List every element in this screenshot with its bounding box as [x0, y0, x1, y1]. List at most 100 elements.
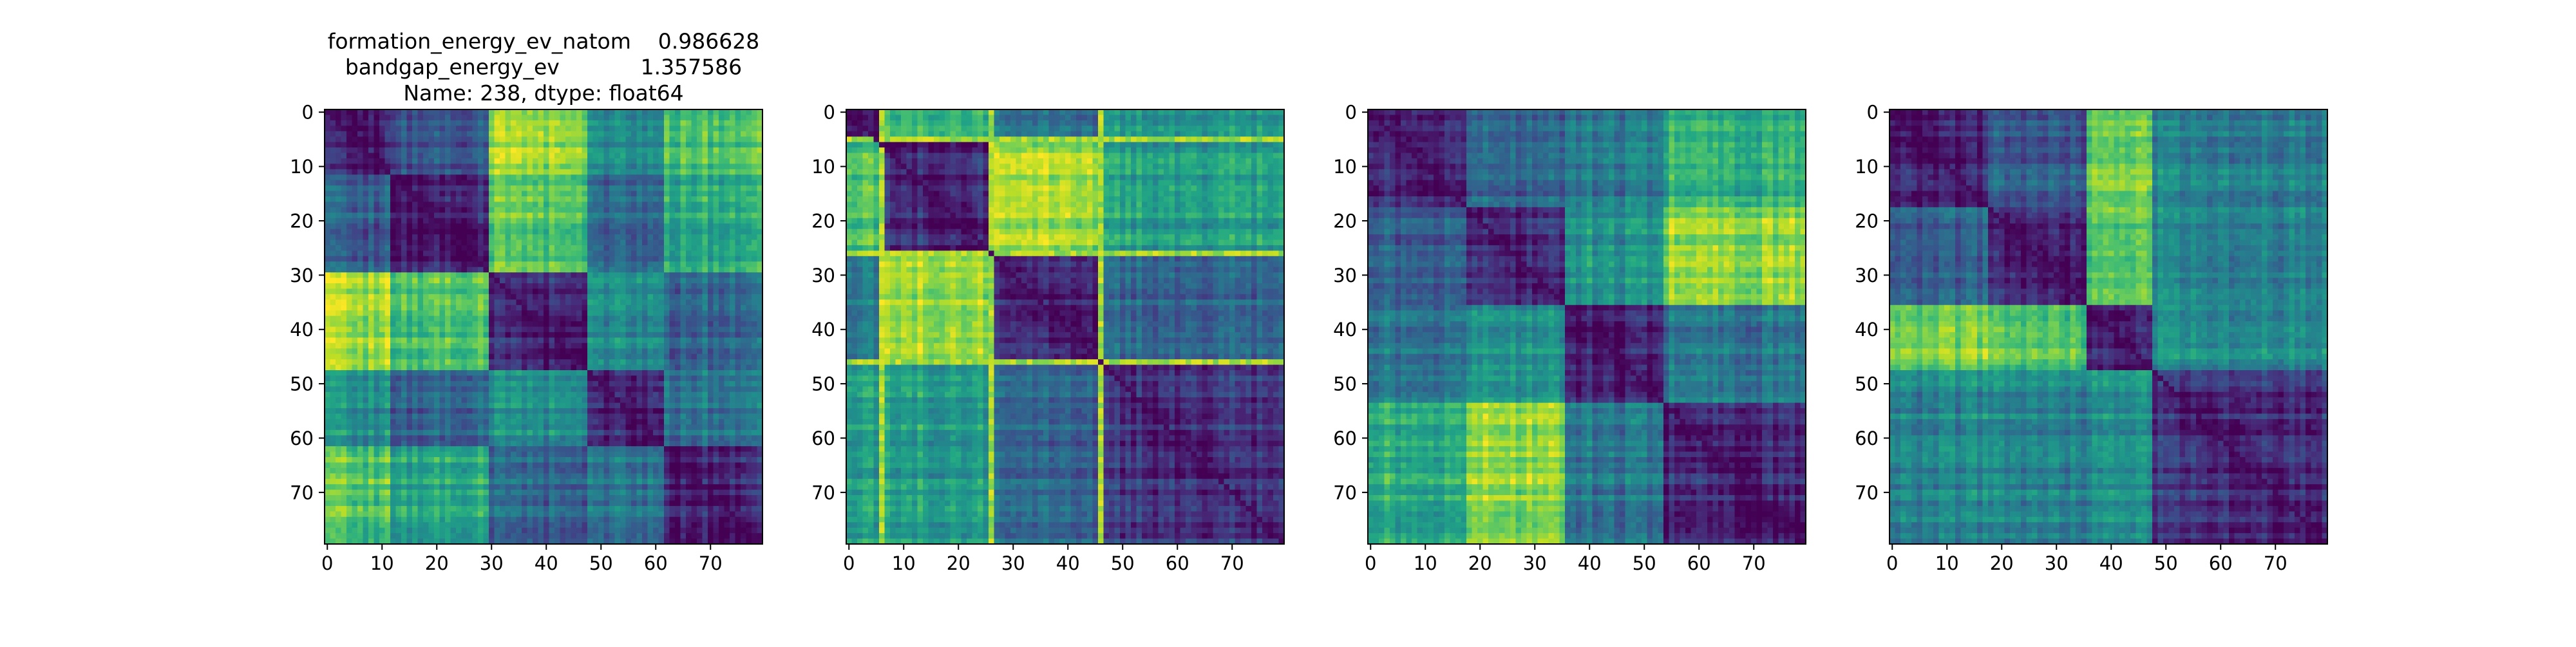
heatmap-cell	[598, 229, 605, 235]
heatmap-cell	[658, 147, 665, 154]
heatmap-cell	[636, 337, 643, 344]
heatmap-cell	[576, 250, 583, 257]
heatmap-cell	[439, 348, 446, 355]
heatmap-cell	[352, 174, 358, 181]
heatmap-cell	[494, 424, 500, 431]
heatmap-cell	[363, 136, 369, 143]
heatmap-cell	[412, 234, 419, 241]
heatmap-cell	[533, 386, 539, 393]
heatmap-cell	[461, 391, 468, 398]
heatmap-cell	[467, 180, 473, 186]
heatmap-cell	[713, 126, 719, 132]
heatmap-cell	[603, 267, 610, 273]
heatmap-cell	[538, 207, 544, 213]
heatmap-cell	[708, 397, 714, 404]
heatmap-cell	[592, 180, 599, 186]
heatmap-cell	[631, 180, 638, 186]
heatmap-cell	[565, 180, 572, 186]
heatmap-cell	[752, 435, 758, 442]
heatmap-cell	[336, 353, 342, 360]
heatmap-cell	[533, 294, 539, 300]
heatmap-cell	[598, 142, 605, 148]
heatmap-cell	[609, 120, 616, 126]
heatmap-cell	[363, 299, 369, 306]
heatmap-cell	[434, 277, 440, 284]
heatmap-cell	[374, 267, 380, 273]
heatmap-cell	[571, 435, 577, 442]
heatmap-cell	[511, 218, 517, 224]
heatmap-cell	[500, 250, 506, 257]
heatmap-cell	[456, 126, 462, 132]
heatmap-cell	[516, 136, 522, 143]
heatmap-cell	[346, 348, 353, 355]
heatmap-cell	[713, 370, 719, 377]
heatmap-cell	[680, 397, 687, 404]
heatmap-cell	[390, 191, 397, 197]
heatmap-cell	[346, 294, 353, 300]
heatmap-cell	[560, 326, 566, 333]
heatmap-cell	[439, 337, 446, 344]
heatmap-cell	[719, 424, 725, 431]
heatmap-cell	[330, 288, 336, 295]
heatmap-cell	[467, 126, 473, 132]
heatmap-cell	[505, 402, 511, 409]
heatmap-cell	[702, 115, 708, 121]
heatmap-cell	[544, 408, 550, 415]
heatmap-cell	[719, 429, 725, 436]
heatmap-cell	[428, 326, 435, 333]
heatmap-cell	[390, 364, 397, 371]
heatmap-cell	[516, 305, 522, 311]
heatmap-cell	[735, 164, 741, 170]
heatmap-cell	[428, 212, 435, 219]
heatmap-cell	[478, 142, 484, 148]
heatmap-cell	[384, 446, 391, 453]
heatmap-cell	[565, 424, 572, 431]
heatmap-cell	[587, 380, 594, 387]
heatmap-cell	[571, 261, 577, 268]
heatmap-cell	[614, 245, 621, 251]
heatmap-cell	[741, 136, 747, 143]
heatmap-cell	[346, 267, 353, 273]
heatmap-cell	[494, 212, 500, 219]
heatmap-cell	[664, 370, 670, 377]
heatmap-cell	[746, 418, 752, 425]
heatmap-cell	[603, 315, 610, 322]
heatmap-cell	[379, 359, 386, 366]
heatmap-cell	[379, 397, 386, 404]
heatmap-cell	[603, 223, 610, 230]
heatmap-cell	[582, 234, 588, 241]
heatmap-cell	[439, 375, 446, 382]
heatmap-cell	[445, 294, 451, 300]
heatmap-cell	[697, 136, 703, 143]
heatmap-cell	[708, 229, 714, 235]
heatmap-cell	[500, 359, 506, 366]
heatmap-cell	[576, 353, 583, 360]
heatmap-cell	[330, 321, 336, 328]
heatmap-cell	[390, 223, 397, 230]
heatmap-cell	[379, 131, 386, 137]
heatmap-cell	[352, 158, 358, 164]
heatmap-cell	[702, 261, 708, 268]
heatmap-cell	[533, 424, 539, 431]
heatmap-cell	[434, 169, 440, 175]
heatmap-cell	[697, 283, 703, 290]
heatmap-cell	[697, 429, 703, 436]
heatmap-cell	[735, 218, 741, 224]
heatmap-cell	[527, 375, 533, 382]
heatmap-cell	[467, 408, 473, 415]
heatmap-cell	[533, 321, 539, 328]
heatmap-cell	[680, 212, 687, 219]
heatmap-cell	[653, 153, 659, 159]
heatmap-cell	[686, 321, 692, 328]
heatmap-cell	[445, 158, 451, 164]
heatmap-cell	[428, 277, 435, 284]
heatmap-cell	[658, 294, 665, 300]
heatmap-cell	[702, 299, 708, 306]
heatmap-cell	[483, 380, 489, 387]
heatmap-cell	[719, 391, 725, 398]
heatmap-cell	[489, 424, 495, 431]
heatmap-cell	[664, 196, 670, 203]
heatmap-cell	[631, 109, 638, 116]
heatmap-cell	[390, 413, 397, 420]
heatmap-cell	[505, 413, 511, 420]
